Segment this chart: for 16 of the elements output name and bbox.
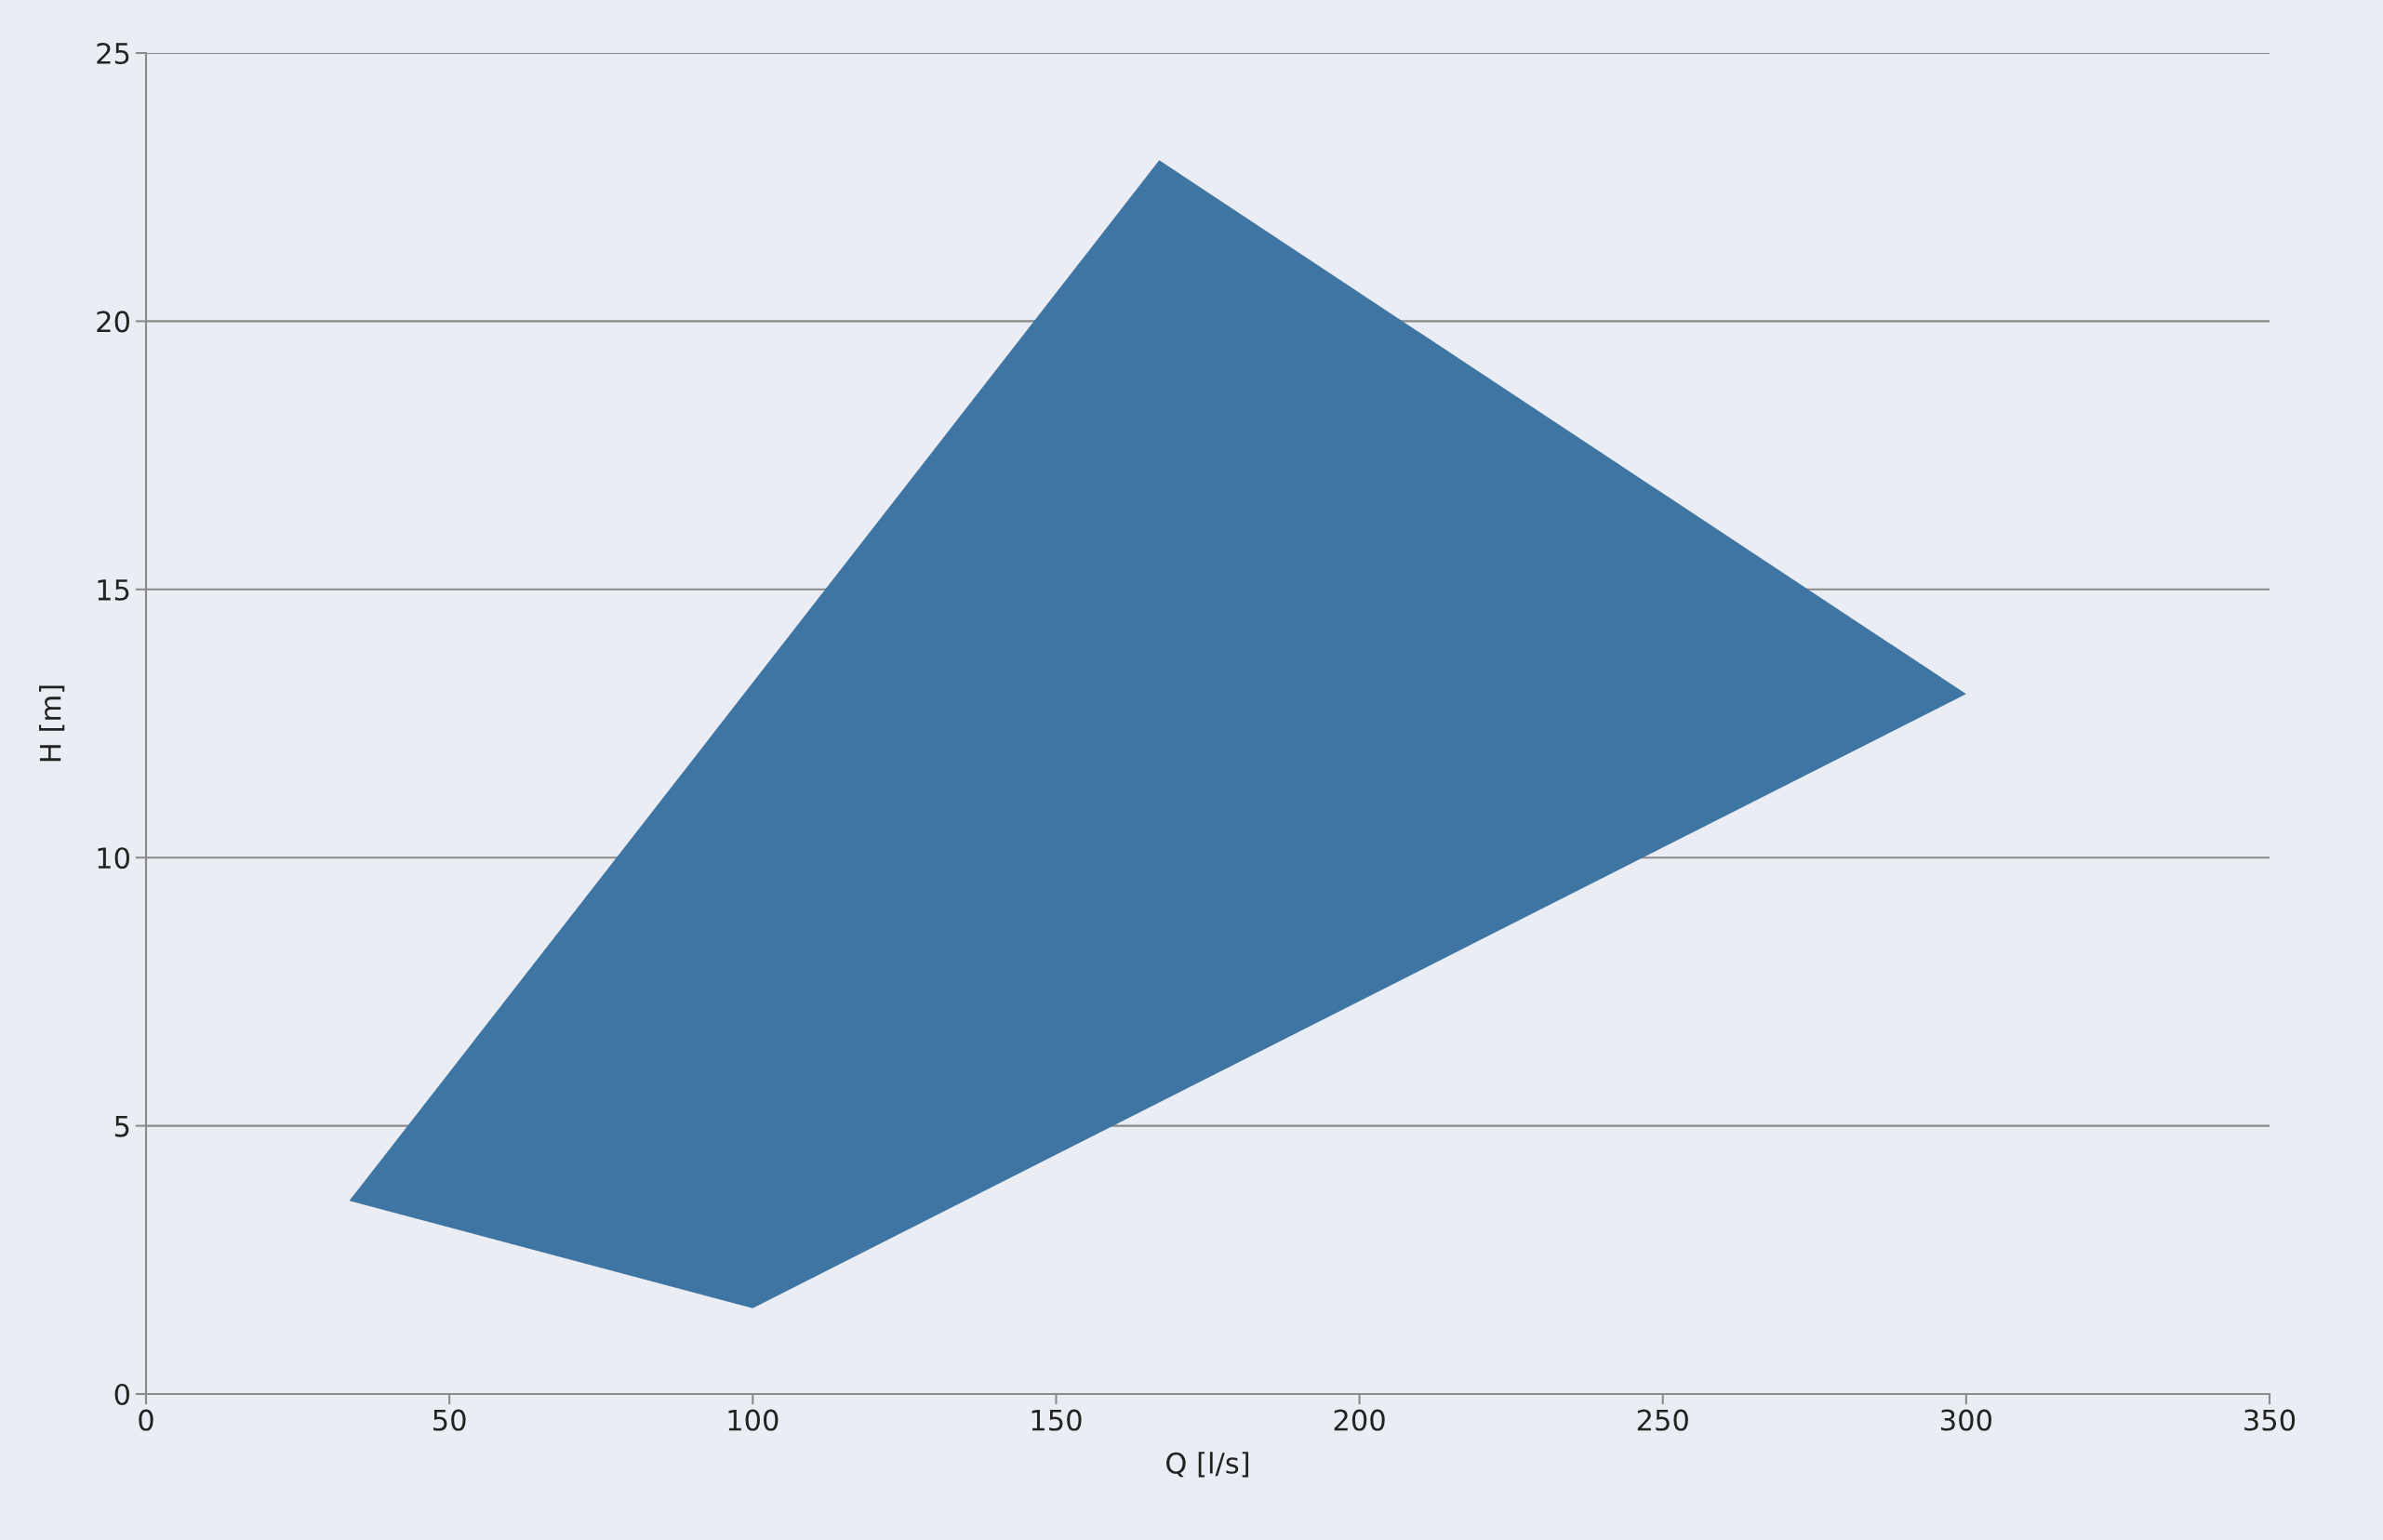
x-tick-label: 50 [433, 1409, 466, 1431]
y-axis-title: H [m] [39, 685, 65, 762]
x-axis-title: Q [l/s] [1166, 1452, 1249, 1478]
x-tick-label: 250 [1637, 1409, 1688, 1431]
x-tick-label: 350 [2244, 1409, 2296, 1431]
y-tick-label: 15 [98, 579, 129, 601]
x-tick-label: 100 [728, 1409, 779, 1431]
x-tick-label: 150 [1032, 1409, 1082, 1431]
y-tick-label: 20 [97, 311, 129, 333]
y-tick-label: 5 [114, 1115, 129, 1137]
x-tick-label: 300 [1941, 1409, 1991, 1431]
y-tick-label: 25 [97, 42, 129, 65]
y-tick-label: 0 [114, 1383, 129, 1406]
y-tick-label: 10 [98, 847, 129, 870]
x-tick-label: 200 [1334, 1409, 1385, 1431]
x-tick-label: 0 [139, 1409, 153, 1431]
